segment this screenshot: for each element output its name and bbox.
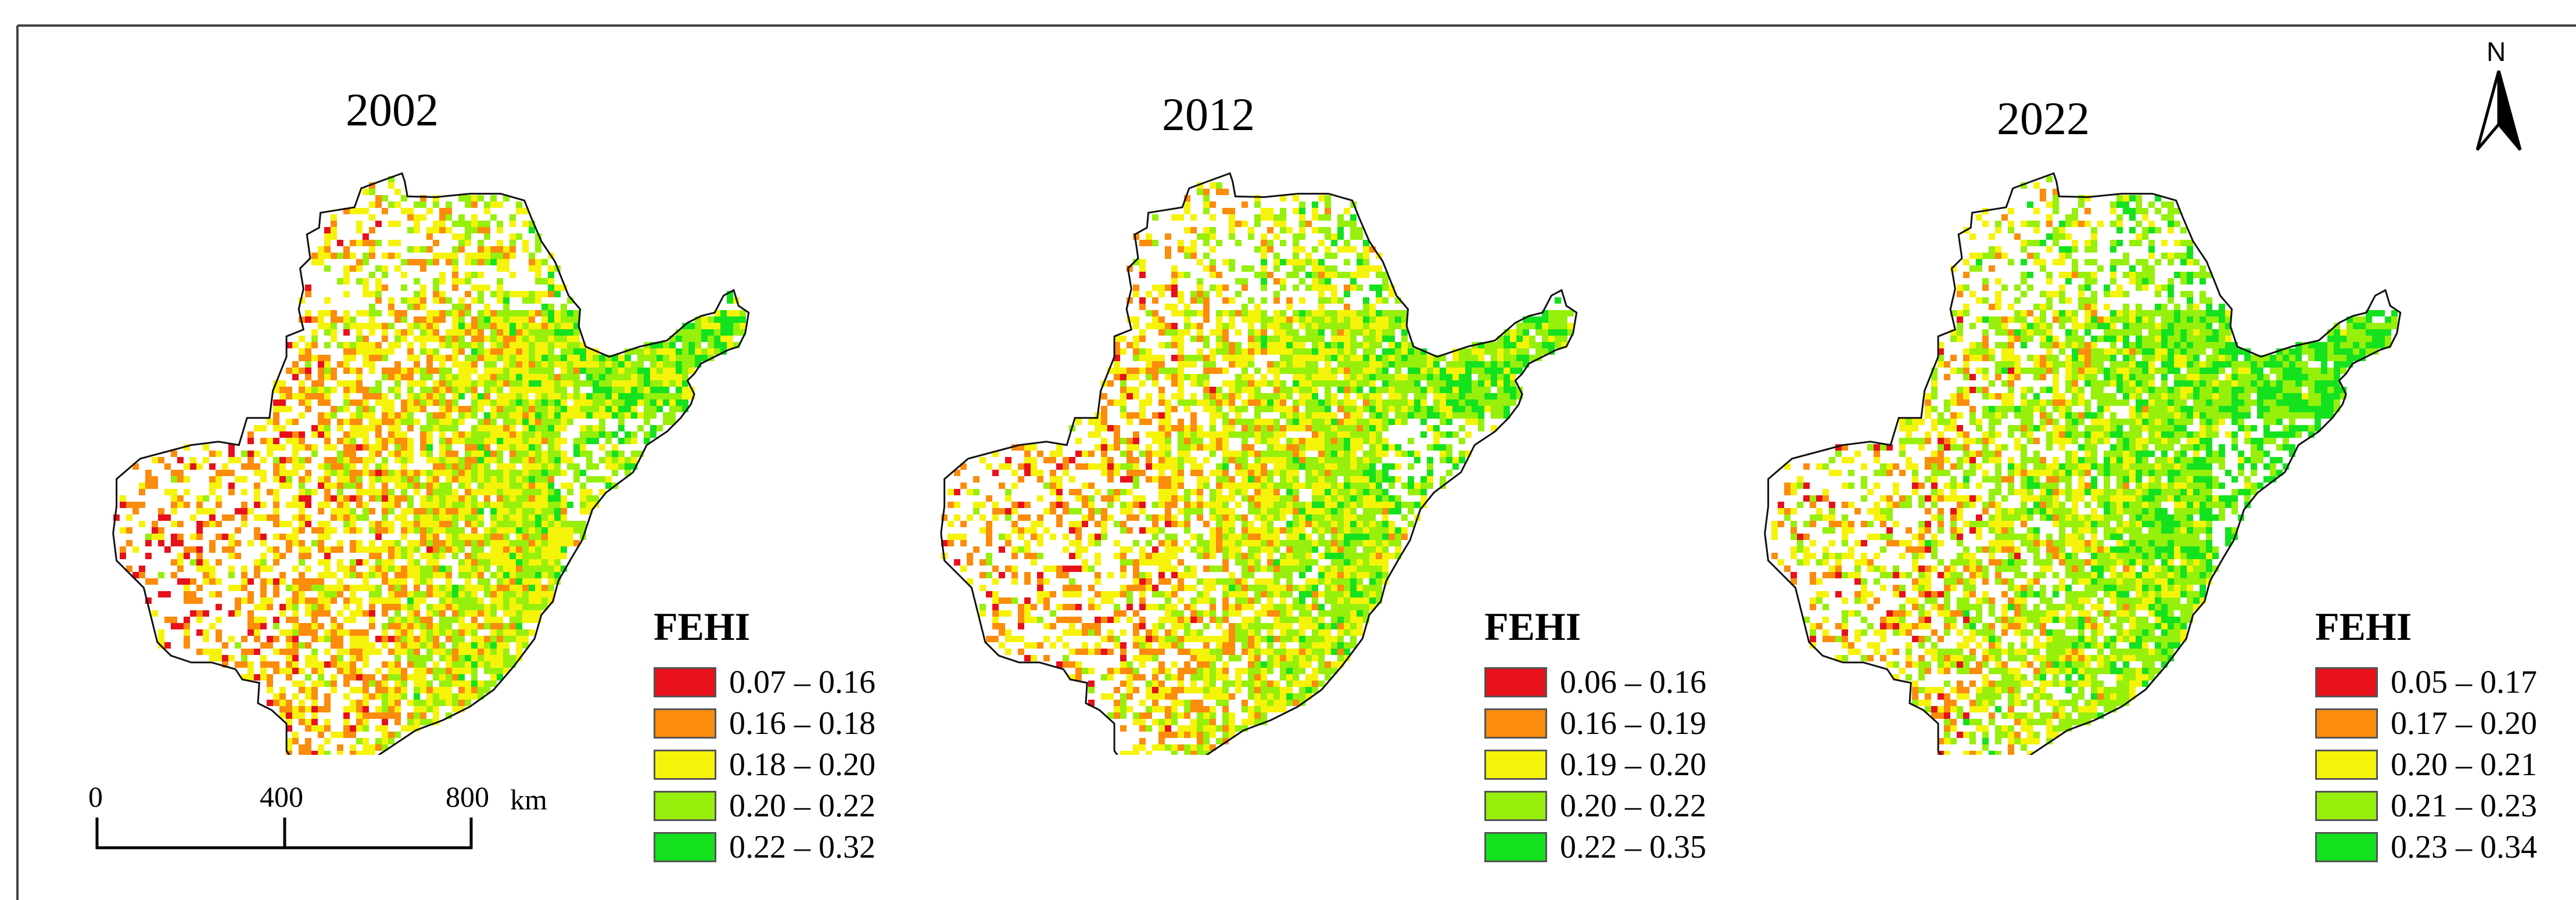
map-panel-2022 [1764, 172, 2402, 755]
legend-title: FEHI [654, 604, 751, 649]
legend-item: 0.23 – 0.34 [2315, 831, 2537, 863]
legend-label: 0.20 – 0.21 [2391, 747, 2537, 783]
legend-swatch [1484, 832, 1547, 862]
scale-tick-label-0: 0 [88, 780, 103, 813]
legend-swatch [1484, 667, 1547, 697]
legend-swatch [2315, 708, 2378, 739]
legend-swatch [1484, 750, 1547, 780]
legend-item: 0.17 – 0.20 [2315, 707, 2537, 740]
north-label: N [2487, 37, 2506, 67]
legend-label: 0.22 – 0.32 [729, 829, 876, 865]
map-panel-2002 [112, 172, 750, 755]
legend-swatch [2315, 832, 2378, 862]
legend-item: 0.20 – 0.21 [2315, 748, 2537, 781]
legend-swatch [2315, 667, 2378, 697]
legend-swatch [654, 708, 716, 739]
north-arrow-icon [2475, 70, 2522, 151]
legend-item: 0.22 – 0.32 [654, 831, 876, 863]
region-boundary [112, 172, 750, 755]
legend-item: 0.16 – 0.18 [654, 707, 876, 740]
legend-label: 0.17 – 0.20 [2391, 705, 2537, 741]
legend-swatch [2315, 791, 2378, 821]
legend-swatch [654, 667, 716, 697]
legend-item: 0.16 – 0.19 [1484, 707, 1706, 740]
legend-item: 0.21 – 0.23 [2315, 790, 2537, 822]
legend-swatch [654, 750, 716, 780]
legend-item: 0.06 – 0.16 [1484, 666, 1706, 699]
scale-tick-label-800: 800 [446, 780, 489, 813]
region-boundary [940, 172, 1578, 755]
legend-label: 0.20 – 0.22 [1560, 788, 1706, 824]
legend-swatch [2315, 750, 2378, 780]
map-panel-2012 [940, 172, 1578, 755]
year-title-2002: 2002 [346, 85, 439, 136]
legend-label: 0.20 – 0.22 [729, 788, 876, 824]
legend-swatch [654, 791, 716, 821]
legend-title: FEHI [1484, 604, 1581, 649]
legend-swatch [654, 832, 716, 862]
legend-item: 0.07 – 0.16 [654, 666, 876, 699]
legend-item: 0.18 – 0.20 [654, 748, 876, 781]
legend-item: 0.20 – 0.22 [654, 790, 876, 822]
legend-label: 0.22 – 0.35 [1560, 829, 1706, 865]
region-boundary [1764, 172, 2402, 755]
legend-label: 0.21 – 0.23 [2391, 788, 2537, 824]
legend-label: 0.18 – 0.20 [729, 747, 876, 783]
legend-swatch [1484, 791, 1547, 821]
scale-unit: km [510, 783, 547, 816]
legend-label: 0.05 – 0.17 [2391, 664, 2537, 700]
legend-label: 0.19 – 0.20 [1560, 747, 1706, 783]
legend-label: 0.23 – 0.34 [2391, 829, 2537, 865]
legend-label: 0.16 – 0.18 [729, 705, 876, 741]
legend-item: 0.22 – 0.35 [1484, 831, 1706, 863]
legend-title: FEHI [2315, 604, 2412, 649]
legend-label: 0.16 – 0.19 [1560, 705, 1706, 741]
year-title-2012: 2012 [1162, 89, 1255, 141]
legend-item: 0.20 – 0.22 [1484, 790, 1706, 822]
legend-item: 0.19 – 0.20 [1484, 748, 1706, 781]
scale-bar-line [95, 818, 473, 849]
legend-label: 0.07 – 0.16 [729, 664, 876, 700]
legend-item: 0.05 – 0.17 [2315, 666, 2537, 699]
scale-tick-label-400: 400 [260, 780, 303, 813]
year-title-2022: 2022 [1997, 93, 2090, 145]
legend-label: 0.06 – 0.16 [1560, 664, 1706, 700]
legend-swatch [1484, 708, 1547, 739]
